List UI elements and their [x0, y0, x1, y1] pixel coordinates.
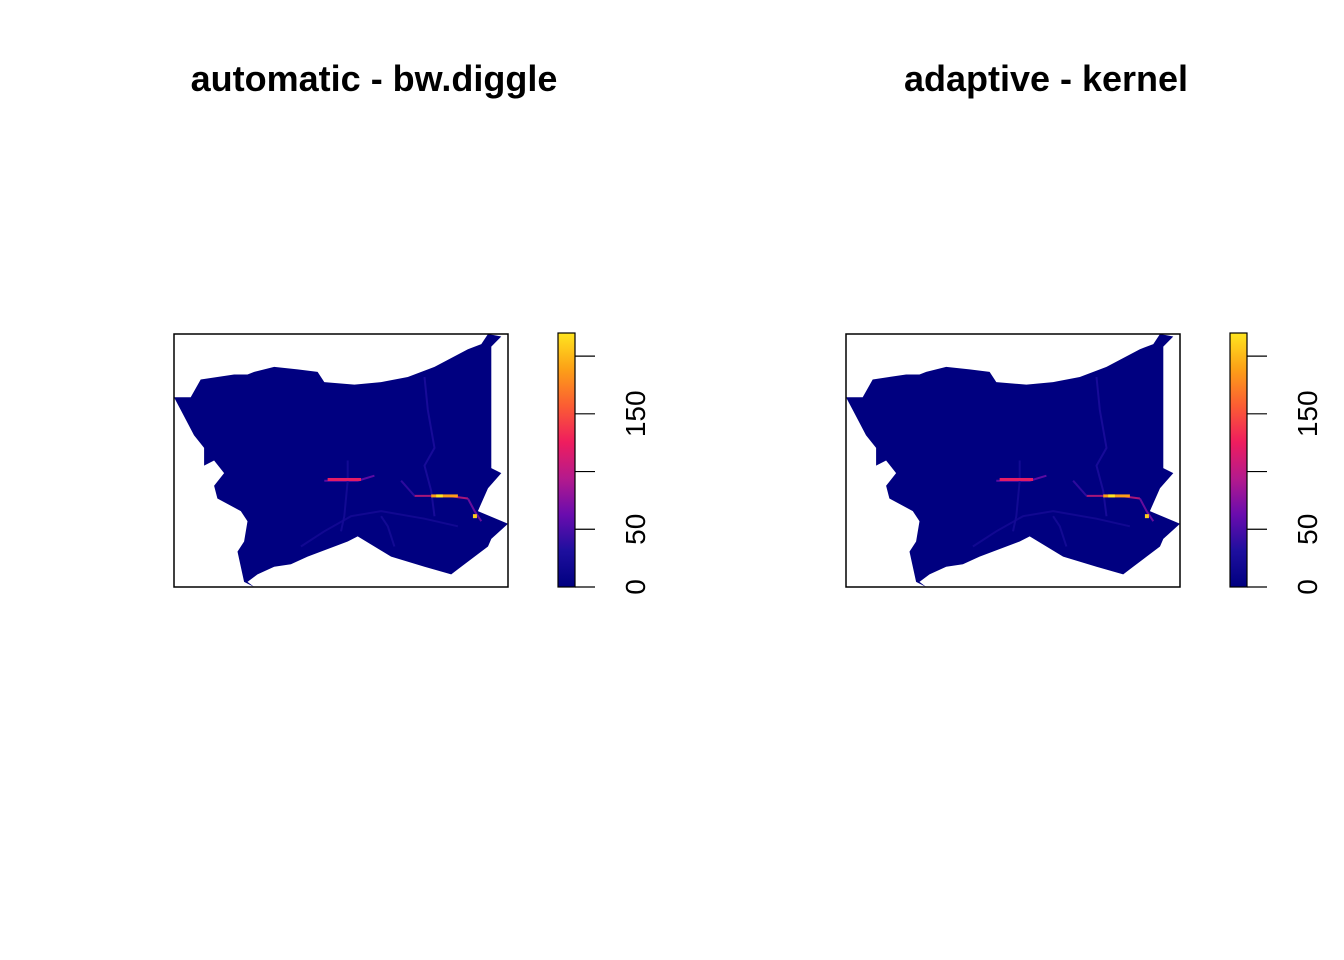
- hotspot: [1108, 494, 1115, 498]
- hotspot: [327, 477, 362, 481]
- colorbar-tick-label: 50: [620, 514, 651, 545]
- road-density-line: [400, 480, 416, 497]
- colorbar-tick-label: 150: [620, 390, 651, 437]
- heatmap-plot: [173, 333, 509, 588]
- road-density-line: [1012, 460, 1021, 532]
- chart-title: adaptive - kernel: [903, 58, 1189, 99]
- chart-svg: 0 50 150: [845, 332, 1323, 595]
- road-density-line: [340, 460, 349, 532]
- hotspot: [999, 477, 1034, 481]
- chart-svg: 0 50 150: [173, 332, 651, 595]
- hotspot: [1103, 494, 1130, 498]
- road-density-line: [1072, 480, 1088, 497]
- road-density-line: [467, 498, 483, 522]
- chart-title: automatic - bw.diggle: [190, 58, 558, 99]
- colorbar-tick-label: 150: [1292, 390, 1323, 437]
- colorbar: [557, 332, 576, 588]
- road-density-line: [300, 510, 459, 548]
- hotspot: [436, 494, 443, 498]
- density-region: [174, 334, 508, 587]
- road-density-line: [972, 510, 1131, 548]
- colorbar-tick-label: 0: [1292, 579, 1323, 595]
- panel-bw-diggle: automatic - bw.diggle 0 50 150: [173, 58, 651, 595]
- density-region: [846, 334, 1180, 587]
- colorbar-tick-label: 0: [620, 579, 651, 595]
- hotspot: [472, 514, 477, 519]
- colorbar: [1229, 332, 1248, 588]
- road-density-line: [380, 515, 396, 547]
- plot-frame: [845, 333, 1181, 588]
- heatmap-plot: [845, 333, 1181, 588]
- panel-adaptive-kernel: adaptive - kernel 0 50 150: [672, 0, 1344, 960]
- colorbar-tick-label: 50: [1292, 514, 1323, 545]
- road-density-line: [1052, 515, 1068, 547]
- hotspot: [1144, 514, 1149, 519]
- hotspot: [431, 494, 458, 498]
- road-density-line: [1139, 498, 1155, 522]
- plot-frame: [173, 333, 509, 588]
